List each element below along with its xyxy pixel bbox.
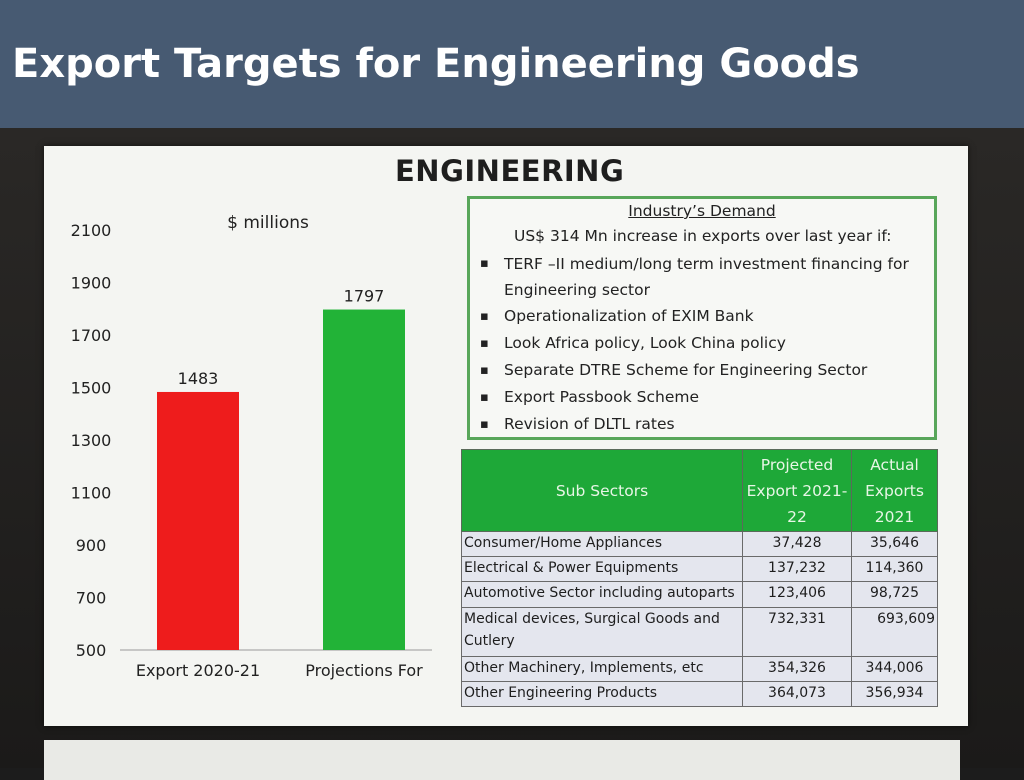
demand-item: Export Passbook Scheme (478, 384, 933, 411)
page-title-bar: Export Targets for Engineering Goods (0, 0, 1024, 128)
actual-cell: 344,006 (851, 656, 938, 682)
table-header-row: Sub Sectors Projected Export 2021-22 Act… (461, 449, 938, 532)
bars: 1483 1797 (157, 287, 405, 650)
projected-cell: 354,326 (742, 656, 852, 682)
page-title: Export Targets for Engineering Goods (12, 41, 860, 87)
x-tick-label: Export 2020-21 (136, 661, 260, 680)
y-tick-label: 500 (76, 641, 107, 660)
x-tick-label: Projections For (305, 661, 423, 680)
industry-demand-summary: US$ 314 Mn increase in exports over last… (514, 227, 892, 245)
y-tick-label: 2100 (71, 221, 112, 240)
table-row: Other Engineering Products 364,073 356,9… (461, 681, 938, 707)
industry-demand-list: TERF –II medium/long term investment fin… (478, 251, 933, 438)
actual-cell: 35,646 (851, 531, 938, 557)
y-tick-label: 900 (76, 536, 107, 555)
bar-data-label: 1483 (178, 369, 219, 388)
x-axis-labels: Export 2020-21 Projections For (136, 661, 423, 680)
y-tick-label: 700 (76, 589, 107, 608)
bar (157, 391, 239, 650)
projected-cell: 732,331 (742, 607, 852, 657)
y-tick-label: 1900 (71, 274, 112, 293)
y-tick-label: 1100 (71, 484, 112, 503)
actual-cell: 114,360 (851, 556, 938, 582)
table-row: Medical devices, Surgical Goods and Cutl… (461, 607, 938, 657)
demand-item: TERF –II medium/long term investment fin… (478, 251, 933, 303)
demand-item: Operationalization of EXIM Bank (478, 303, 933, 330)
header-actual-exports: Actual Exports 2021 (851, 449, 938, 532)
y-tick-label: 1300 (71, 431, 112, 450)
header-projected-export: Projected Export 2021-22 (742, 449, 852, 532)
next-slide-edge (44, 740, 960, 780)
sub-sector-cell: Automotive Sector including autoparts (461, 581, 743, 608)
projected-cell: 137,232 (742, 556, 852, 582)
sub-sector-cell: Other Machinery, Implements, etc (461, 656, 743, 682)
table-row: Automotive Sector including autoparts 12… (461, 581, 938, 608)
chart-unit-label: $ millions (227, 213, 309, 233)
sub-sector-cell: Consumer/Home Appliances (461, 531, 743, 557)
slide-title: ENGINEERING (395, 154, 625, 188)
bar (323, 309, 405, 650)
header-sub-sectors: Sub Sectors (461, 449, 743, 532)
industry-demand-box: Industry’s Demand US$ 314 Mn increase in… (467, 196, 937, 440)
y-axis-ticks: 500 700 900 1100 1300 1500 1700 1900 2100 (71, 221, 112, 660)
table-row: Consumer/Home Appliances 37,428 35,646 (461, 531, 938, 557)
actual-cell: 693,609 (851, 607, 938, 657)
actual-cell: 356,934 (851, 681, 938, 707)
subsector-table: Sub Sectors Projected Export 2021-22 Act… (461, 449, 938, 707)
y-tick-label: 1500 (71, 379, 112, 398)
actual-cell: 98,725 (851, 581, 938, 608)
table-row: Other Machinery, Implements, etc 354,326… (461, 656, 938, 682)
bar-data-label: 1797 (344, 287, 385, 306)
demand-item: Look Africa policy, Look China policy (478, 330, 933, 357)
sub-sector-cell: Medical devices, Surgical Goods and Cutl… (461, 607, 743, 657)
bar-chart: $ millions 500 700 900 1100 1300 1500 1700 1900… (71, 213, 432, 680)
demand-item: Revision of DLTL rates (478, 411, 933, 438)
projected-cell: 123,406 (742, 581, 852, 608)
projected-cell: 37,428 (742, 531, 852, 557)
y-tick-label: 1700 (71, 326, 112, 345)
industry-demand-heading: Industry’s Demand (628, 202, 776, 220)
sub-sector-cell: Electrical & Power Equipments (461, 556, 743, 582)
table-row: Electrical & Power Equipments 137,232 11… (461, 556, 938, 582)
sub-sector-cell: Other Engineering Products (461, 681, 743, 707)
demand-item: Separate DTRE Scheme for Engineering Sec… (478, 357, 933, 384)
projected-cell: 364,073 (742, 681, 852, 707)
